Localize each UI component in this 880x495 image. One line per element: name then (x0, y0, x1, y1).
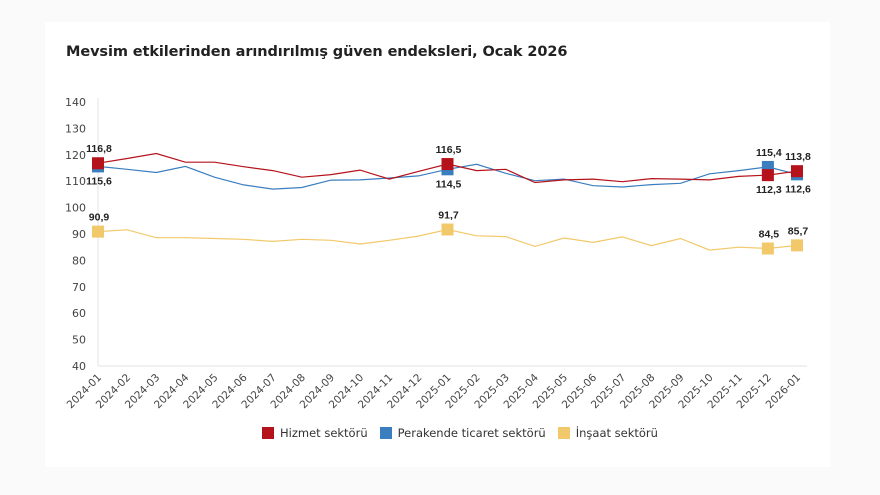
data-label: 85,7 (788, 225, 809, 237)
data-point-marker (761, 169, 774, 182)
y-tick-label: 60 (72, 307, 86, 320)
legend: Hizmet sektörü Perakende ticaret sektörü… (262, 426, 658, 440)
data-label: 112,6 (785, 183, 811, 195)
data-label: 114,5 (436, 178, 462, 190)
legend-item-insaat[interactable]: İnşaat sektörü (557, 426, 658, 440)
y-tick-label: 130 (65, 122, 86, 135)
y-tick-label: 100 (65, 202, 86, 215)
legend-label-insaat: İnşaat sektörü (575, 426, 658, 440)
data-label: 115,4 (756, 147, 782, 159)
legend-item-hizmet[interactable]: Hizmet sektörü (262, 426, 368, 440)
y-tick-label: 50 (72, 334, 86, 347)
data-label: 112,3 (756, 184, 782, 196)
chart-card (45, 22, 830, 467)
data-point-marker (92, 157, 104, 170)
data-label: 116,8 (86, 143, 112, 155)
y-tick-label: 110 (65, 175, 86, 188)
legend-swatch-insaat (557, 427, 570, 439)
data-point-marker (761, 242, 774, 255)
data-point-marker (441, 158, 454, 171)
y-tick-label: 40 (72, 360, 86, 373)
chart-title: Mevsim etkilerinden arındırılmış güven e… (66, 44, 568, 60)
legend-swatch-perakende (379, 427, 392, 439)
data-label: 116,5 (436, 144, 462, 156)
data-point-marker (791, 239, 803, 252)
data-label: 115,6 (86, 175, 112, 187)
legend-swatch-hizmet (262, 427, 274, 439)
legend-label-hizmet: Hizmet sektörü (280, 426, 368, 440)
data-point-marker (92, 225, 104, 238)
legend-item-perakende[interactable]: Perakende ticaret sektörü (379, 426, 546, 440)
data-point-marker (791, 165, 803, 178)
y-tick-label: 80 (72, 254, 86, 267)
y-tick-label: 90 (72, 228, 86, 241)
y-tick-label: 120 (65, 149, 86, 162)
data-label: 113,8 (785, 151, 811, 163)
data-point-marker (441, 223, 454, 236)
data-label: 90,9 (89, 212, 110, 224)
data-label: 84,5 (759, 229, 780, 241)
y-tick-label: 70 (72, 281, 86, 294)
y-tick-label: 140 (65, 96, 86, 109)
legend-label-perakende: Perakende ticaret sektörü (397, 426, 546, 440)
data-label: 91,7 (438, 210, 459, 222)
